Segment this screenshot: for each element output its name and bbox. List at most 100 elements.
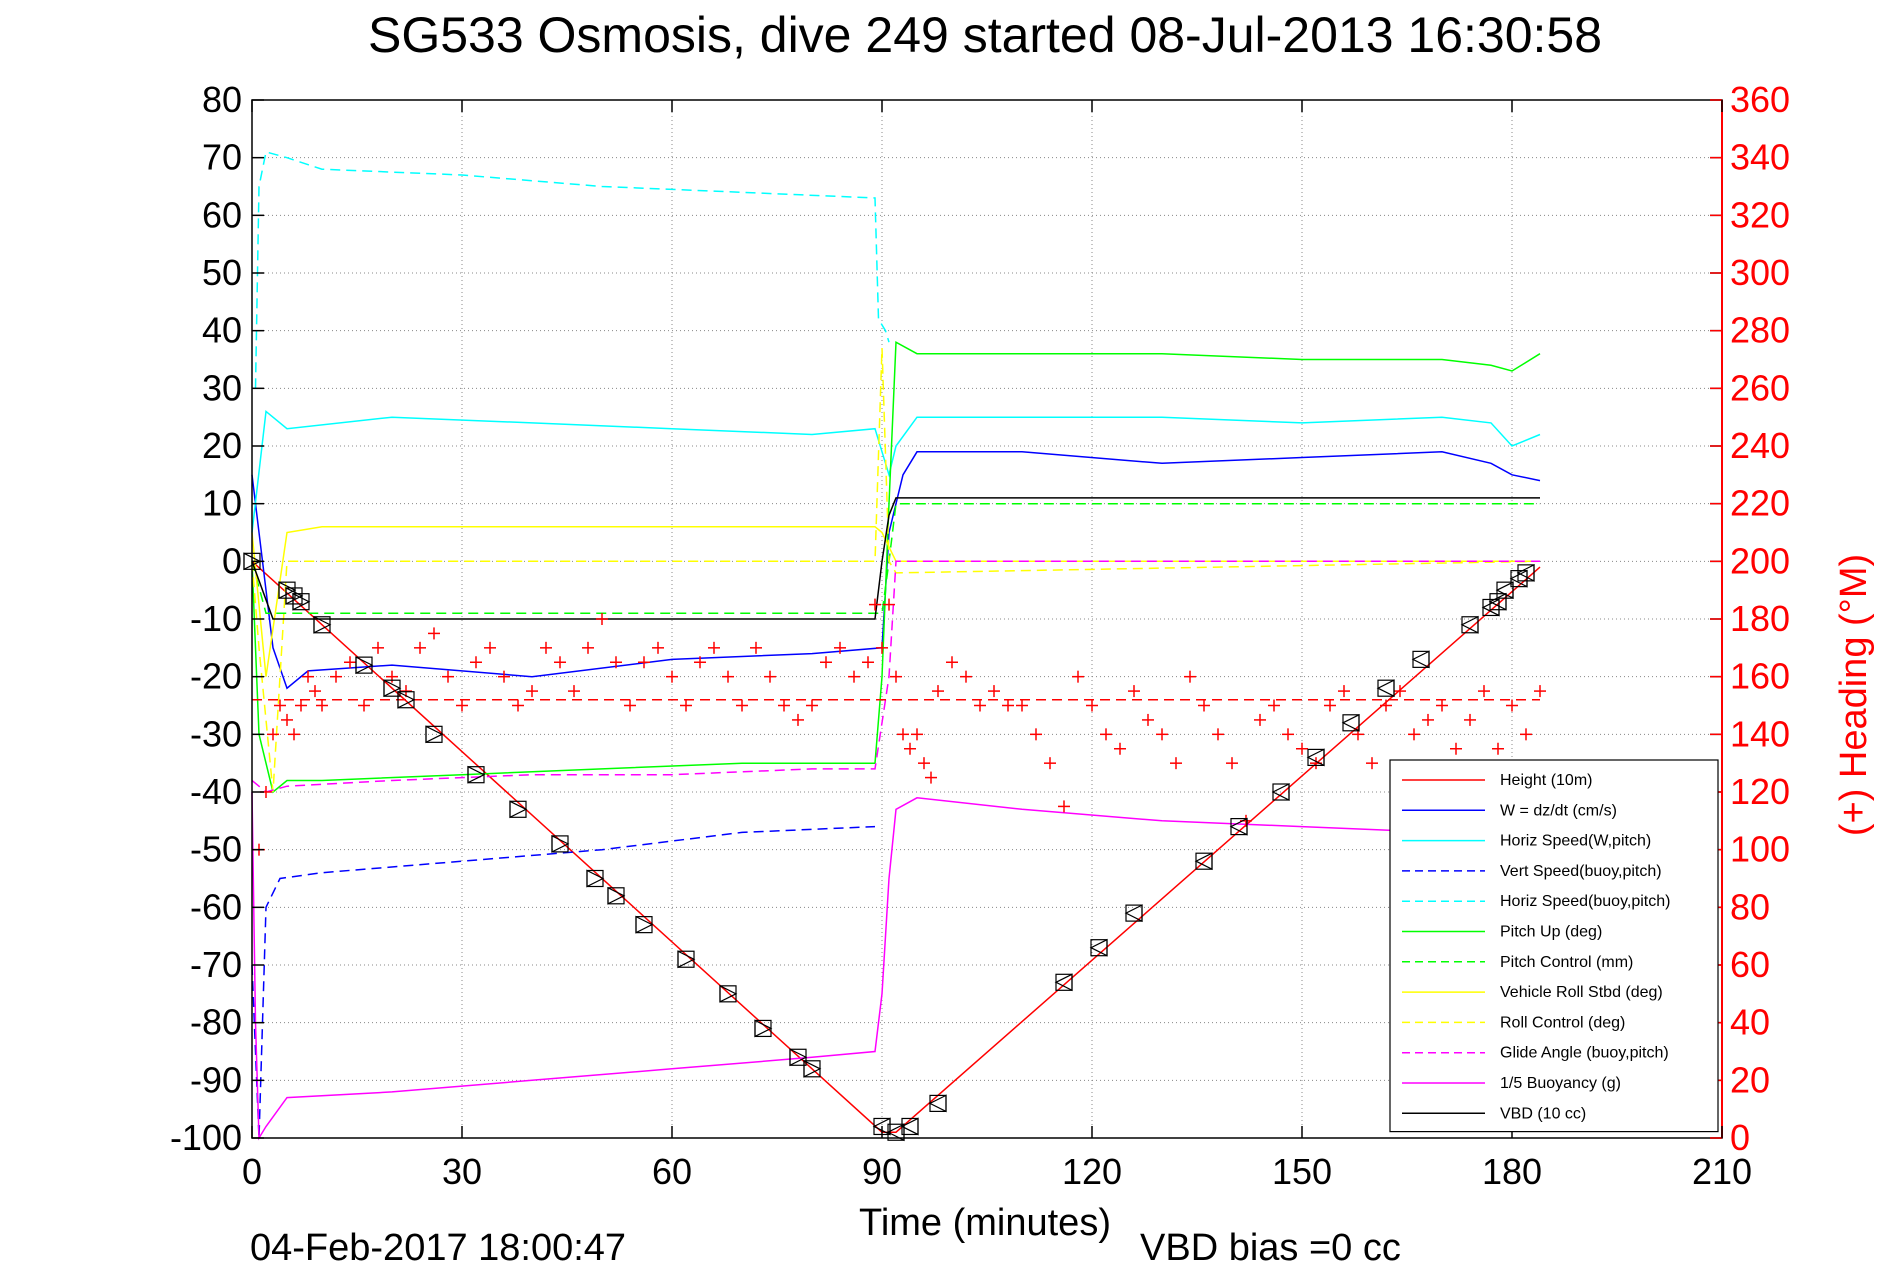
legend-label: Horiz Speed(buoy,pitch): [1500, 893, 1670, 910]
right-tick-label: 360: [1730, 79, 1790, 120]
heading-point: [1296, 742, 1308, 755]
right-tick-label: 160: [1730, 656, 1790, 697]
x-tick-label: 0: [242, 1151, 262, 1192]
height-marker: [886, 1123, 905, 1142]
height-marker: [607, 886, 626, 905]
height-marker: [1089, 938, 1108, 957]
height-marker: [1495, 581, 1514, 600]
heading-point: [1226, 757, 1238, 770]
series-line-3: [251, 825, 876, 1139]
height-marker: [1054, 973, 1073, 992]
left-tick-label: -30: [190, 713, 242, 754]
right-tick-label: 200: [1730, 540, 1790, 581]
heading-point: [414, 641, 426, 654]
heading-point: [918, 757, 930, 770]
heading-point: [694, 656, 706, 669]
x-tick-label: 180: [1482, 1151, 1542, 1192]
height-marker: [1376, 679, 1395, 698]
heading-point: [1072, 670, 1084, 683]
heading-point: [1142, 713, 1154, 726]
footer-vbd-bias: VBD bias =0 cc: [1140, 1227, 1401, 1262]
heading-point: [1478, 685, 1490, 698]
height-marker: [383, 679, 402, 698]
heading-point: [862, 656, 874, 669]
heading-point: [484, 641, 496, 654]
right-tick-label: 0: [1730, 1117, 1750, 1158]
height-marker: [586, 869, 605, 888]
right-tick-label: 240: [1730, 425, 1790, 466]
legend-label: Height (10m): [1500, 772, 1592, 789]
left-tick-label: -100: [170, 1117, 242, 1158]
heading-point: [1156, 728, 1168, 741]
left-tick-label: -10: [190, 598, 242, 639]
heading-point: [666, 670, 678, 683]
height-marker-layer: [243, 552, 1535, 1142]
height-marker: [1194, 852, 1213, 871]
heading-point: [736, 699, 748, 712]
legend: Height (10m) W = dz/dt (cm/s) Horiz Speed(…: [1389, 759, 1719, 1133]
heading-point: [1128, 685, 1140, 698]
heading-point: [1268, 699, 1280, 712]
heading-point: [442, 670, 454, 683]
heading-point: [1534, 685, 1546, 698]
height-marker: [1460, 615, 1479, 634]
right-tick-label: 320: [1730, 194, 1790, 235]
heading-point: [848, 670, 860, 683]
height-marker: [677, 950, 696, 969]
heading-point: [750, 641, 762, 654]
right-tick-label: 140: [1730, 713, 1790, 754]
heading-point: [806, 699, 818, 712]
left-tick-label: 50: [202, 252, 242, 293]
heading-point: [1170, 757, 1182, 770]
right-tick-label: 260: [1730, 367, 1790, 408]
heading-point: [1408, 728, 1420, 741]
heading-point: [932, 685, 944, 698]
heading-point: [470, 656, 482, 669]
height-marker: [1124, 904, 1143, 923]
heading-point: [1030, 728, 1042, 741]
heading-point: [512, 699, 524, 712]
height-marker: [900, 1117, 919, 1136]
heading-point: [358, 699, 370, 712]
heading-point: [764, 670, 776, 683]
height-marker: [1481, 598, 1500, 617]
right-tick-label: 180: [1730, 598, 1790, 639]
heading-point: [925, 771, 937, 784]
height-marker: [928, 1094, 947, 1113]
heading-point: [428, 627, 440, 640]
heading-point: [498, 670, 510, 683]
heading-point: [890, 670, 902, 683]
height-marker: [789, 1048, 808, 1067]
right-y-axis: 0 20 40 60 80 100 120 140 160 180 200 220 240 260 280 3…: [1710, 79, 1790, 1158]
heading-point: [1324, 699, 1336, 712]
heading-point: [988, 685, 1000, 698]
heading-point: [1520, 728, 1532, 741]
x-tick-label: 210: [1692, 1151, 1752, 1192]
heading-point: [295, 699, 307, 712]
legend-item: VBD (10 cc): [1402, 1105, 1586, 1122]
heading-point: [1380, 699, 1392, 712]
heading-point: [1100, 728, 1112, 741]
heading-point: [316, 699, 328, 712]
height-marker: [635, 915, 654, 934]
legend-item: Horiz Speed(buoy,pitch): [1402, 893, 1670, 910]
heading-point: [1394, 685, 1406, 698]
heading-point: [834, 641, 846, 654]
heading-point: [1492, 742, 1504, 755]
heading-point: [869, 598, 881, 611]
legend-label: Pitch Control (mm): [1500, 954, 1633, 971]
heading-point: [624, 699, 636, 712]
right-tick-label: 100: [1730, 829, 1790, 870]
height-marker: [1509, 569, 1528, 588]
height-marker: [355, 656, 374, 675]
legend-label: Vert Speed(buoy,pitch): [1500, 863, 1662, 880]
right-tick-label: 40: [1730, 1002, 1770, 1043]
height-marker: [509, 800, 528, 819]
heading-point: [904, 742, 916, 755]
legend-box: [1389, 759, 1719, 1133]
heading-point: [274, 699, 286, 712]
right-y-axis-label: (+) Heading (°M): [1833, 554, 1875, 836]
x-axis-label: Time (minutes): [859, 1202, 1111, 1244]
legend-label: Roll Control (deg): [1500, 1014, 1625, 1031]
